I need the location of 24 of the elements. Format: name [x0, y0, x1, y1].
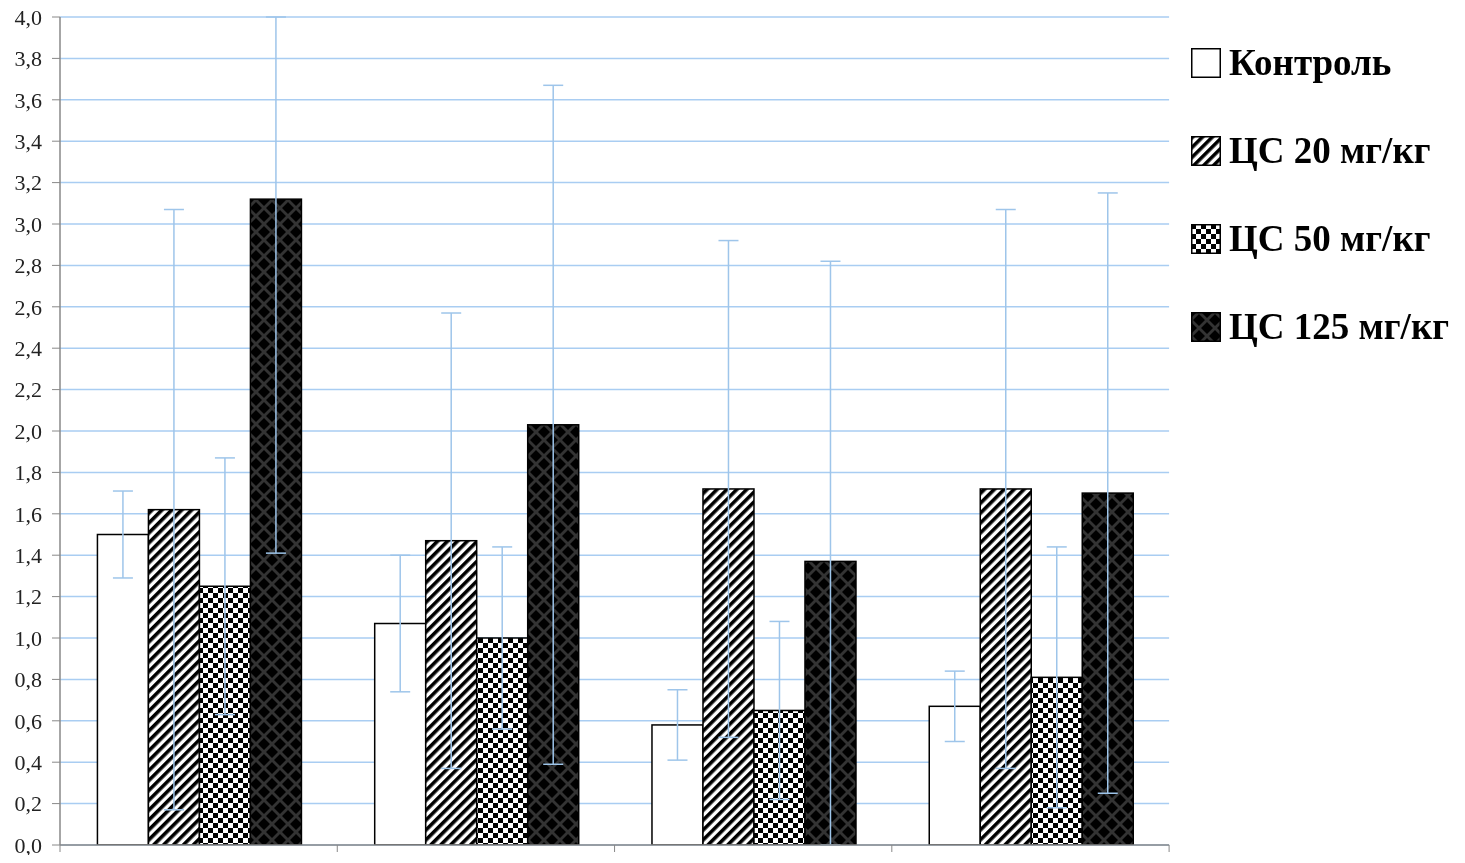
y-tick-label: 2,8 — [14, 253, 42, 279]
y-tick-label: 3,4 — [14, 129, 42, 155]
y-tick-label: 2,6 — [14, 294, 42, 320]
y-tick-label: 1,0 — [14, 625, 42, 651]
y-tick-label: 1,4 — [14, 543, 42, 569]
y-tick-label: 3,0 — [14, 211, 42, 237]
legend-label: ЦС 125 мг/кг — [1229, 305, 1449, 349]
y-tick-label: 1,2 — [14, 584, 42, 610]
y-tick-label: 3,6 — [14, 87, 42, 113]
legend-label: ЦС 20 мг/кг — [1229, 129, 1431, 173]
legend-label: ЦС 50 мг/кг — [1229, 217, 1431, 261]
y-tick-label: 2,4 — [14, 336, 42, 362]
y-tick-label: 1,6 — [14, 501, 42, 527]
y-tick-label: 0,4 — [14, 750, 42, 776]
y-tick-label: 2,2 — [14, 377, 42, 403]
y-tick-label: 4,0 — [14, 4, 42, 30]
legend-label: Контроль — [1229, 41, 1392, 85]
y-tick-label: 1,8 — [14, 460, 42, 486]
y-tick-label: 0,6 — [14, 708, 42, 734]
y-tick-label: 0,8 — [14, 667, 42, 693]
y-tick-label: 3,8 — [14, 46, 42, 72]
y-tick-label: 3,2 — [14, 170, 42, 196]
y-tick-label: 0,2 — [14, 791, 42, 817]
y-tick-label: 2,0 — [14, 418, 42, 444]
